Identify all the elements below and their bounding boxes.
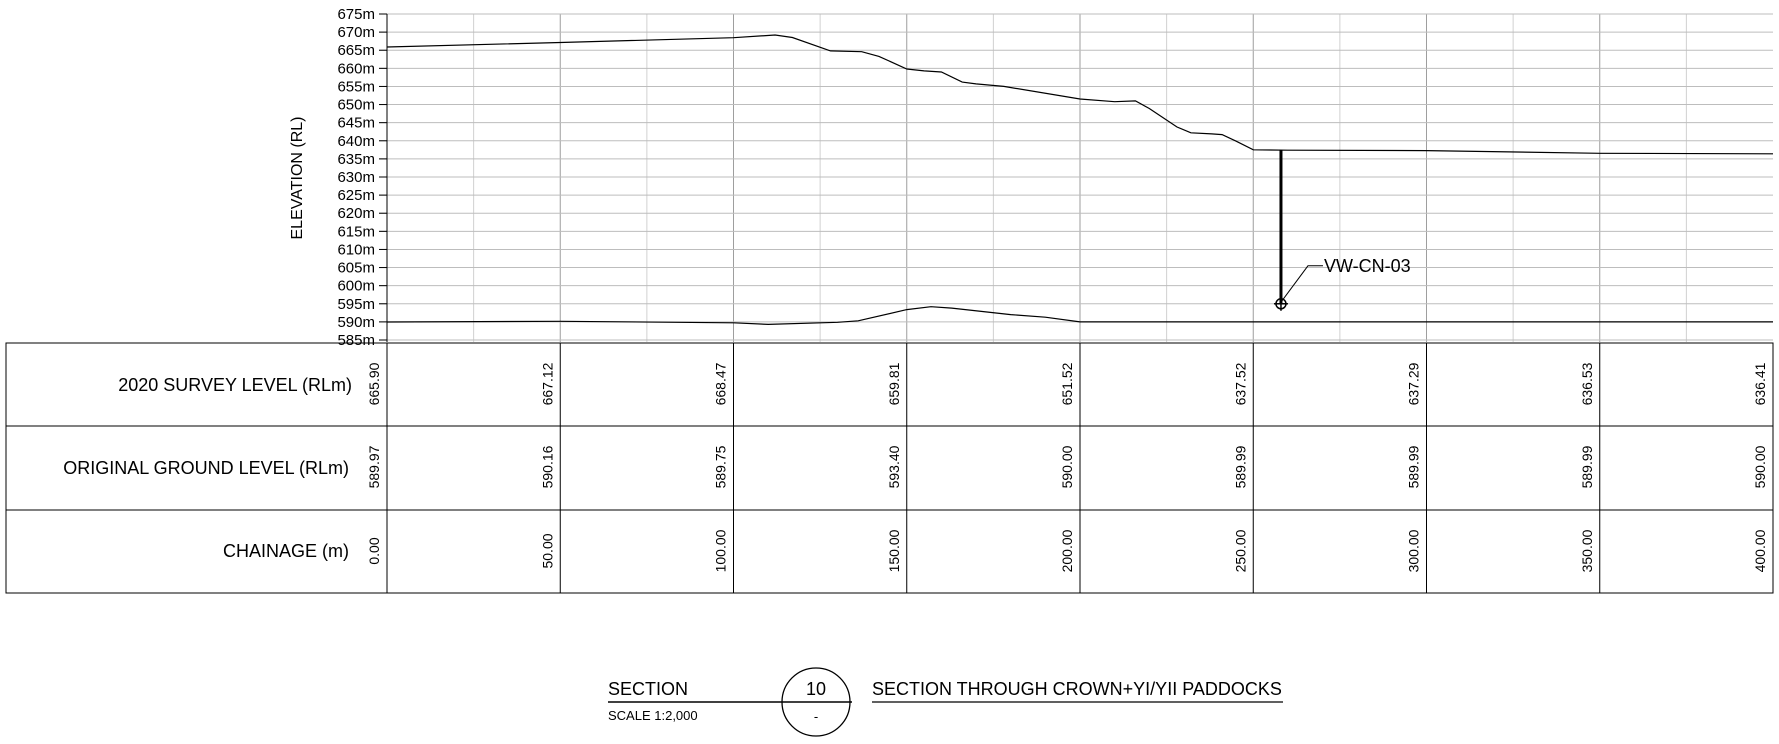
table-cell: 665.90 (366, 362, 382, 405)
table-cell: 668.47 (713, 362, 729, 405)
y-tick-label-675: 675m (337, 6, 375, 23)
table-cell: 590.00 (1059, 445, 1075, 488)
table-cell: 590.16 (539, 445, 555, 488)
y-tick-label-630: 630m (337, 169, 375, 186)
section-bubble (781, 667, 851, 737)
y-tick-label-635: 635m (337, 151, 375, 168)
table-cell: 150.00 (886, 529, 902, 572)
table-cell: 589.99 (1406, 445, 1422, 488)
y-tick-label-625: 625m (337, 187, 375, 204)
table-cell: 659.81 (886, 362, 902, 405)
y-tick-label-585: 585m (337, 332, 375, 349)
y-axis-label: ELEVATION (RL) (289, 117, 306, 240)
table-row-label-original: ORIGINAL GROUND LEVEL (RLm) (63, 458, 349, 478)
table-cell: 636.41 (1752, 362, 1768, 405)
borehole-label: VW-CN-03 (1324, 256, 1411, 276)
y-tick-label-605: 605m (337, 260, 375, 277)
table-cell: 590.00 (1752, 445, 1768, 488)
table-cell: 400.00 (1752, 529, 1768, 572)
y-tick-label-620: 620m (337, 205, 375, 222)
table-cell: 250.00 (1232, 529, 1248, 572)
vertical-gridlines (473, 14, 1687, 342)
y-tick-label-660: 660m (337, 60, 375, 77)
table-cell: 636.53 (1579, 362, 1595, 405)
borehole-marker: VW-CN-03 (1273, 150, 1411, 311)
y-tick-label-615: 615m (337, 223, 375, 240)
table-border (5, 342, 1774, 594)
table-cell: 589.99 (1579, 445, 1595, 488)
y-tick-label-640: 640m (337, 133, 375, 150)
borehole-leader-line (1281, 265, 1323, 302)
y-tick-label-610: 610m (337, 241, 375, 258)
table-cell: 589.75 (713, 445, 729, 488)
y-tick-label-600: 600m (337, 278, 375, 295)
section-number: 10 (806, 679, 826, 699)
table-cell: 589.97 (366, 445, 382, 488)
table-cell: 50.00 (539, 533, 555, 568)
y-tick-label-595: 595m (337, 296, 375, 313)
table-cell: 350.00 (1579, 529, 1595, 572)
table-cell: 100.00 (713, 529, 729, 572)
y-tick-label-650: 650m (337, 97, 375, 114)
survey-level-line (386, 34, 1774, 155)
section-title: SECTION THROUGH CROWN+YI/YII PADDOCKS (872, 679, 1282, 699)
sheet-reference: - (814, 709, 818, 724)
table-column-lines (559, 343, 1601, 593)
y-tick-label-645: 645m (337, 115, 375, 132)
table-cell: 667.12 (539, 362, 555, 405)
table-cell: 651.52 (1059, 362, 1075, 405)
title-block: SECTION SCALE 1:2,000 10 - SECTION THROU… (608, 667, 1283, 737)
scale-text: SCALE 1:2,000 (608, 708, 698, 723)
table-cells: 665.90 667.12 668.47 659.81 651.52 637.52 637.… (366, 362, 1768, 572)
table-row-label-survey: 2020 SURVEY LEVEL (RLm) (118, 375, 352, 395)
y-tick-label-670: 670m (337, 24, 375, 41)
table-cell: 300.00 (1406, 529, 1422, 572)
y-tick-label-665: 665m (337, 42, 375, 59)
original-ground-line (386, 306, 1773, 326)
section-label: SECTION (608, 679, 688, 699)
table-row-label-chainage: CHAINAGE (m) (223, 541, 349, 561)
table-cell: 637.29 (1406, 362, 1422, 405)
table-cell: 200.00 (1059, 529, 1075, 572)
table-cell: 593.40 (886, 445, 902, 488)
table-cell: 0.00 (366, 537, 382, 564)
y-tick-label-655: 655m (337, 78, 375, 95)
table-cell: 589.99 (1232, 445, 1248, 488)
horizontal-gridlines (379, 13, 1773, 341)
data-table: 2020 SURVEY LEVEL (RLm) ORIGINAL GROUND … (5, 342, 1774, 594)
y-tick-label-590: 590m (337, 314, 375, 331)
table-cell: 637.52 (1232, 362, 1248, 405)
